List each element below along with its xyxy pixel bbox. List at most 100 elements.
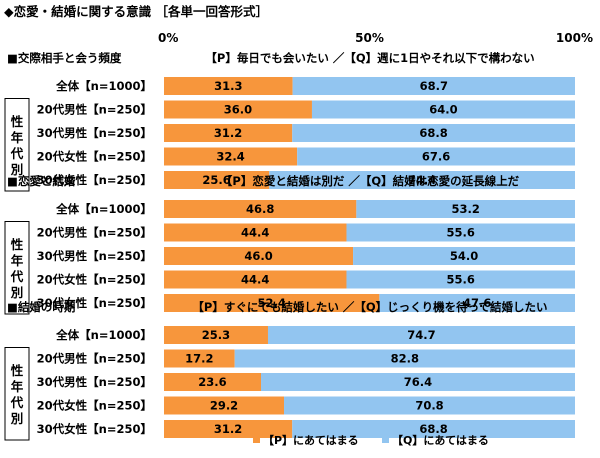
bar-segment-q <box>353 247 575 265</box>
data-label-q: 74.4 <box>408 173 436 187</box>
chart-sections: ■交際相手と会う頻度 【P】毎日でも会いたい ／【Q】週に1日やそれ以下で構わない… <box>4 51 575 441</box>
bar-segment-p <box>164 326 268 344</box>
data-label-q: 68.7 <box>420 79 448 93</box>
group-side-label-char: 代 <box>10 146 24 161</box>
bar-row: 30代男性【n=250】 23.6 76.4 <box>37 373 575 391</box>
legend-swatch <box>253 436 260 443</box>
bar-segment-q <box>346 223 575 242</box>
data-label-p: 44.4 <box>241 273 269 287</box>
data-label-p: 25.6 <box>202 173 230 187</box>
chart-section: ■結婚の時期 【P】すぐにでも結婚したい ／【Q】じっくり機を待って結婚したい全体… <box>4 300 575 441</box>
bar-segment-p <box>164 270 347 289</box>
row-label: 30代女性【n=250】 <box>37 296 152 310</box>
group-side-label-char: 年 <box>11 130 24 145</box>
bar-segment-q <box>292 420 575 438</box>
data-label-q: 53.2 <box>451 202 479 216</box>
data-label-q: 70.8 <box>415 399 443 413</box>
bar-row: 30代女性【n=250】 25.6 74.4 <box>37 171 575 189</box>
bar-row: 全体【n=1000】 46.8 53.2 <box>55 200 575 218</box>
legend: 【P】にあてはまる 【Q】にあてはまる <box>253 434 489 447</box>
data-label-q: 47.6 <box>463 296 491 310</box>
group-side-label-char: 性 <box>10 114 24 129</box>
bar-row: 20代男性【n=250】 17.2 82.8 <box>37 349 575 368</box>
bar-segment-q <box>269 171 575 189</box>
axis-tick-label: 50% <box>355 31 384 45</box>
axis-tick-label: 0% <box>158 31 178 45</box>
bar-segment-p <box>164 124 293 142</box>
bar-row: 20代男性【n=250】 44.4 55.6 <box>37 223 575 242</box>
group-side-label-char: 年 <box>11 379 24 394</box>
data-label-p: 52.4 <box>257 296 285 310</box>
chart-title: ◆恋愛・結婚に関する意識 ［各単一回答形式］ <box>4 4 268 19</box>
row-label: 20代女性【n=250】 <box>37 273 152 287</box>
bar-segment-p <box>164 396 285 415</box>
bar-segment-p <box>164 223 347 242</box>
data-label-q: 67.6 <box>422 150 450 164</box>
section-heading: ■結婚の時期 <box>7 300 75 314</box>
group-side-label-char: 別 <box>10 285 24 300</box>
data-label-q: 55.6 <box>447 226 475 240</box>
row-label: 30代女性【n=250】 <box>37 173 152 187</box>
bar-segment-q <box>234 349 575 368</box>
bar-segment-q <box>292 77 575 95</box>
row-label: 30代男性【n=250】 <box>37 249 152 263</box>
data-label-p: 31.3 <box>214 79 242 93</box>
chart-section: ■交際相手と会う頻度 【P】毎日でも会いたい ／【Q】週に1日やそれ以下で構わない… <box>4 51 575 192</box>
data-label-p: 36.0 <box>224 103 252 117</box>
bar-row: 全体【n=1000】 25.3 74.7 <box>55 326 575 344</box>
data-label-q: 64.0 <box>429 103 457 117</box>
row-label: 20代男性【n=250】 <box>37 352 152 366</box>
data-label-p: 46.8 <box>246 202 274 216</box>
data-label-p: 29.2 <box>210 399 238 413</box>
bar-segment-p <box>164 247 354 265</box>
axis-ticks: 0% 50% 100% <box>158 31 593 45</box>
bar-segment-q <box>356 200 575 218</box>
row-label: 全体【n=1000】 <box>55 202 152 216</box>
bar-segment-q <box>284 396 575 415</box>
data-label-p: 44.4 <box>241 226 269 240</box>
bar-row: 20代女性【n=250】 32.4 67.6 <box>37 147 575 166</box>
bar-row: 30代女性【n=250】 31.2 68.8 <box>37 420 575 438</box>
bar-segment-p <box>164 349 235 368</box>
row-label: 20代男性【n=250】 <box>37 226 152 240</box>
group-side-label-char: 年 <box>11 253 24 268</box>
bar-segment-q <box>267 326 575 344</box>
bar-segment-q <box>311 100 575 119</box>
data-label-p: 23.6 <box>198 375 226 389</box>
bar-row: 30代女性【n=250】 52.4 47.6 <box>37 294 575 312</box>
row-label: 20代女性【n=250】 <box>37 399 152 413</box>
bar-segment-q <box>379 294 575 312</box>
row-label: 30代男性【n=250】 <box>37 126 152 140</box>
bar-row: 30代男性【n=250】 31.2 68.8 <box>37 124 575 142</box>
axis-tick-label: 100% <box>556 31 593 45</box>
data-label-q: 82.8 <box>391 352 419 366</box>
data-label-p: 17.2 <box>185 352 213 366</box>
group-side-label-char: 別 <box>10 411 24 426</box>
data-label-p: 46.0 <box>244 249 272 263</box>
section-question: 【P】毎日でも会いたい ／【Q】週に1日やそれ以下で構わない <box>205 51 534 65</box>
group-bracket <box>4 221 30 315</box>
legend-swatch <box>382 436 389 443</box>
data-label-q: 54.0 <box>450 249 478 263</box>
group-bracket <box>4 98 30 192</box>
row-label: 30代男性【n=250】 <box>37 375 152 389</box>
data-label-q: 74.7 <box>407 328 435 342</box>
bar-segment-p <box>164 373 261 391</box>
row-label: 20代女性【n=250】 <box>37 150 152 164</box>
section-heading: ■交際相手と会う頻度 <box>7 51 122 65</box>
data-label-q: 55.6 <box>447 273 475 287</box>
group-side-label-char: 性 <box>10 237 24 252</box>
bar-row: 20代女性【n=250】 29.2 70.8 <box>37 396 575 415</box>
row-label: 20代男性【n=250】 <box>37 103 152 117</box>
bar-row: 30代男性【n=250】 46.0 54.0 <box>37 247 575 265</box>
bar-segment-q <box>292 124 575 142</box>
bar-row: 20代男性【n=250】 36.0 64.0 <box>37 100 575 119</box>
bar-segment-p <box>164 100 312 119</box>
bar-segment-p <box>164 294 380 312</box>
section-question: 【P】すぐにでも結婚したい ／【Q】じっくり機を待って結婚したい <box>192 300 547 314</box>
bar-segment-p <box>164 200 357 218</box>
bar-row: 20代女性【n=250】 44.4 55.6 <box>37 270 575 289</box>
group-bracket <box>4 347 30 441</box>
